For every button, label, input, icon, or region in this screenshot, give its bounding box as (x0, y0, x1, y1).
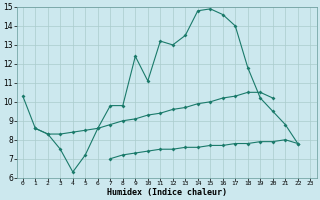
X-axis label: Humidex (Indice chaleur): Humidex (Indice chaleur) (107, 188, 227, 197)
